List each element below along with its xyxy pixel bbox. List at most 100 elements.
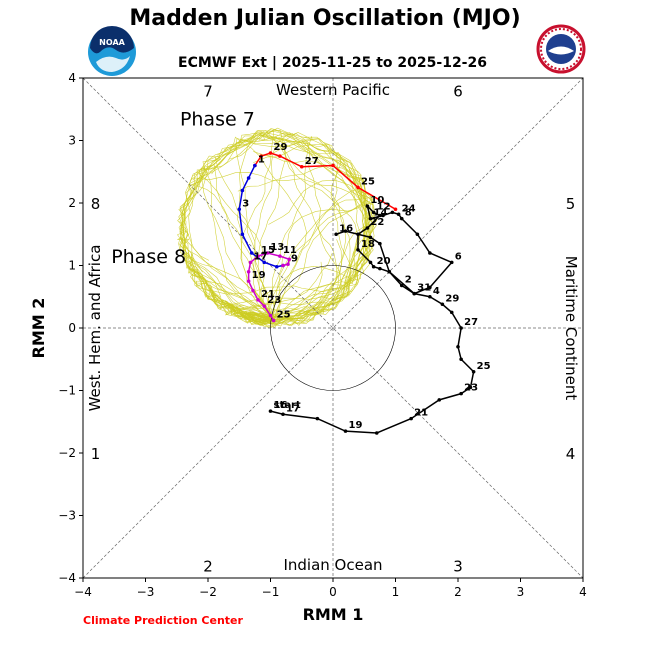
observed-magenta-point [271, 318, 276, 323]
ensemble-member-line [245, 143, 351, 324]
ensemble-member-line [179, 155, 274, 321]
observed-red-point [299, 164, 304, 169]
chart-subtitle: ECMWF Ext | 2025-11-25 to 2025-12-26 [178, 55, 487, 71]
ensemble-mean-forecast-point [268, 409, 273, 413]
ensemble-member-line [178, 167, 282, 321]
ensemble-mean-forecast-point [428, 294, 432, 299]
ensemble-mean-forecast-point [371, 210, 376, 215]
observed-magenta-point [251, 288, 255, 293]
ensemble-member-line [178, 132, 287, 321]
y-tick-label: −1 [58, 384, 76, 398]
phase-number: 6 [453, 83, 463, 101]
observed-magenta-point [268, 313, 273, 318]
observed-magenta-point [262, 304, 267, 308]
ensemble-mean-forecast-point [281, 412, 285, 417]
phase-number: 2 [203, 558, 213, 576]
ensemble-mean-forecast-point [368, 216, 373, 221]
ensemble-mean-forecast-point [399, 283, 404, 288]
ensemble-mean-forecast-point [378, 213, 382, 218]
x-tick-label: −4 [74, 585, 92, 599]
data-label: 19 [349, 420, 363, 431]
x-tick-label: 0 [329, 585, 337, 599]
data-label: 25 [277, 310, 291, 321]
data-label: 6 [455, 251, 462, 262]
labels-layer: 2527291391113151719212325start1617192123… [86, 81, 580, 576]
data-label: 27 [305, 156, 319, 167]
ensemble-mean-forecast-point [471, 369, 476, 374]
observed-magenta-point [246, 269, 251, 274]
observed-blue-point [253, 163, 257, 168]
ensemble-mean-forecast-point [459, 391, 463, 396]
data-label: 2 [405, 275, 412, 286]
observed-red-point [393, 207, 398, 212]
ensemble-mean-forecast-point [343, 429, 348, 433]
observed-red-point [278, 154, 282, 158]
x-tick-label: 3 [517, 585, 525, 599]
ensemble-member-line [211, 130, 338, 327]
x-tick-label: 2 [454, 585, 462, 599]
data-label: 31 [417, 283, 431, 294]
data-label: 14 [374, 208, 388, 219]
observed-blue-point [262, 260, 267, 265]
data-label: 15 [261, 245, 275, 256]
data-label: 24 [402, 203, 416, 214]
ensemble-member-line [180, 133, 274, 321]
y-tick-label: 4 [68, 71, 76, 85]
y-tick-label: 0 [68, 321, 76, 335]
data-label: 10 [370, 195, 384, 206]
x-tick-label: −3 [137, 585, 155, 599]
ensemble-member-line [177, 132, 291, 321]
x-tick-label: −2 [199, 585, 217, 599]
data-label: 23 [267, 295, 281, 306]
observed-blue-point [246, 176, 251, 180]
phase-number: 3 [453, 558, 463, 576]
data-label: 19 [252, 270, 266, 281]
observed-red-point [331, 163, 335, 168]
ensemble-mean-forecast-point [449, 310, 454, 315]
diagonal-line [82, 77, 584, 579]
data-label: 9 [291, 253, 298, 264]
data-label: 21 [261, 289, 275, 300]
ensemble-mean-forecast-point [368, 260, 373, 265]
region-label-bottom: Indian Ocean [283, 556, 382, 574]
data-label: 25 [477, 361, 491, 372]
ensemble-member-line [222, 179, 373, 322]
chart-title: Madden Julian Oscillation (MJO) [129, 6, 521, 31]
region-label-right: Maritime Continent [562, 256, 580, 401]
ensemble-mean-forecast-point [468, 385, 473, 390]
ensemble-member-line [223, 130, 346, 321]
phase-number: 7 [203, 83, 213, 101]
x-tick-label: 4 [579, 585, 587, 599]
phase-number: 8 [91, 195, 101, 213]
data-label: 3 [242, 198, 249, 209]
ensemble-mean-forecast-point [356, 232, 360, 237]
data-label: 25 [361, 176, 375, 187]
ensemble-member-line [190, 172, 374, 321]
ensemble-mean-forecast-point [365, 226, 370, 230]
phase-number: 4 [566, 445, 576, 463]
observed-blue-point [240, 188, 245, 193]
observed-red-point [268, 151, 273, 155]
observed-magenta-point [256, 254, 260, 258]
data-label: 20 [377, 256, 391, 267]
ensemble-mean-forecast-point [459, 326, 463, 330]
noaa-logo-text: NOAA [99, 38, 125, 47]
noaa-logo-bird [96, 56, 130, 72]
data-label: 18 [361, 239, 375, 250]
data-label: 13 [270, 242, 284, 253]
data-label: 17 [286, 403, 300, 414]
ensemble-mean-forecast-point [428, 285, 432, 290]
nws-logo [536, 24, 586, 74]
observed-blue-point [249, 251, 254, 255]
nws-logo-lettering [540, 28, 582, 70]
ensemble-member-line [240, 138, 368, 328]
observed-blue-point [237, 207, 242, 212]
data-label: 11 [283, 245, 297, 256]
data-label: 16 [274, 400, 288, 411]
y-tick-label: 1 [68, 259, 76, 273]
data-label: 21 [414, 408, 428, 419]
y-axis-label: RMM 2 [29, 298, 48, 359]
ensemble-mean-forecast-point [412, 291, 417, 296]
series-layer [237, 151, 476, 435]
